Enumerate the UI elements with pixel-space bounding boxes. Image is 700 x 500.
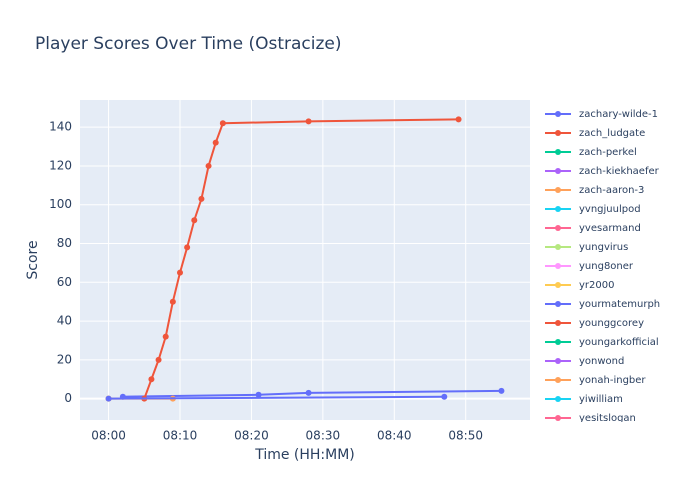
series-line [122, 389, 502, 398]
legend-marker [555, 415, 561, 421]
x-tick-label: 08:40 [377, 429, 412, 443]
legend-label: yungvirus [579, 242, 628, 253]
legend-label: yonah-ingber [579, 375, 646, 386]
y-tick-label: 100 [49, 197, 72, 211]
legend-marker [555, 301, 561, 307]
x-axis-label: Time (HH:MM) [254, 447, 355, 463]
series-line [143, 118, 459, 400]
data-point [455, 116, 462, 123]
legend-label: yiwilliam [579, 394, 623, 405]
y-tick-label: 80 [57, 236, 72, 250]
legend-label: yourmatemurph [579, 299, 660, 310]
legend-marker [555, 225, 561, 231]
legend-label: yesitslogan [579, 413, 636, 424]
legend-label: yvngjuulpod [579, 204, 641, 215]
legend-marker [555, 168, 561, 174]
data-point [198, 195, 205, 202]
legend-label: yr2000 [579, 280, 614, 291]
series-line [108, 395, 445, 400]
legend-marker [555, 187, 561, 193]
legend-marker [555, 282, 561, 288]
legend-marker [555, 377, 561, 383]
x-tick-label: 08:10 [163, 429, 198, 443]
legend-label: yung8oner [579, 261, 634, 272]
data-point [105, 395, 112, 402]
legend-marker [555, 320, 561, 326]
y-tick-label: 0 [64, 391, 72, 405]
plot-area [80, 100, 530, 420]
y-tick-label: 20 [57, 352, 72, 366]
legend-label: zach-perkel [579, 147, 637, 158]
data-point [212, 139, 219, 146]
legend-label: zach_ludgate [579, 128, 645, 139]
legend-label: youngarkofficial [579, 337, 659, 348]
y-tick-label: 60 [57, 275, 72, 289]
y-tick-label: 140 [49, 120, 72, 134]
legend-label: zachary-wilde-1 [579, 109, 658, 120]
chart-title: Player Scores Over Time (Ostracize) [35, 34, 342, 54]
legend-marker [555, 130, 561, 136]
x-tick-label: 08:30 [306, 429, 341, 443]
data-point [162, 333, 169, 340]
data-point [148, 376, 155, 383]
legend-marker [555, 396, 561, 402]
x-tick-label: 08:20 [234, 429, 269, 443]
data-point [219, 120, 226, 127]
data-point [305, 389, 312, 396]
legend-marker [555, 244, 561, 250]
legend-marker [555, 111, 561, 117]
data-point [205, 162, 212, 169]
x-tick-label: 08:00 [91, 429, 126, 443]
legend-marker [555, 339, 561, 345]
data-point [441, 393, 448, 400]
legend-label: younggcorey [579, 318, 644, 329]
y-tick-label: 120 [49, 158, 72, 172]
x-tick-label: 08:50 [448, 429, 483, 443]
legend-marker [555, 149, 561, 155]
legend-marker [555, 263, 561, 269]
data-point [498, 387, 505, 394]
data-point [255, 391, 262, 398]
data-point [169, 298, 176, 305]
legend-marker [555, 206, 561, 212]
legend-label: zach-kiekhaefer [579, 166, 660, 177]
legend-label: yvesarmand [579, 223, 641, 234]
y-axis-label: Score [25, 240, 41, 279]
legend-label: yonwond [579, 356, 624, 367]
data-point [177, 269, 183, 276]
y-tick-label: 40 [57, 314, 72, 328]
data-point [184, 244, 191, 251]
legend-marker [555, 358, 561, 364]
data-point [191, 217, 198, 224]
legend-label: zach-aaron-3 [579, 185, 644, 196]
data-point [305, 118, 312, 125]
data-point [155, 356, 162, 363]
